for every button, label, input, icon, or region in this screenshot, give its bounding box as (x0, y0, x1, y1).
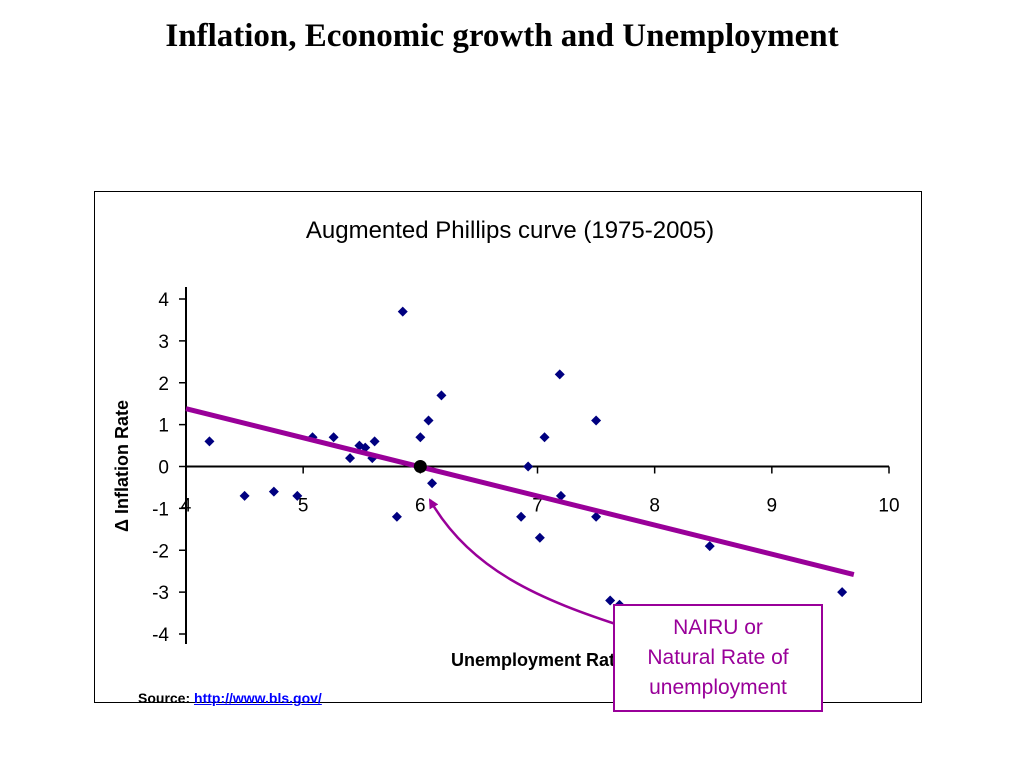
data-point (555, 490, 566, 501)
source-note: Source: http://www.bls.gov/ (138, 690, 322, 706)
data-point (591, 415, 602, 426)
data-point (436, 390, 447, 401)
x-tick-label: 4 (181, 496, 192, 517)
slide-title: Inflation, Economic growth and Unemploym… (165, 18, 839, 54)
data-point (554, 369, 565, 380)
x-tick-label: 6 (415, 496, 426, 517)
x-tick-label: 5 (298, 496, 309, 517)
source-link[interactable]: http://www.bls.gov/ (194, 690, 322, 706)
data-point (423, 415, 434, 426)
callout-line-1: NAIRU or (673, 616, 763, 639)
x-tick-label: 10 (878, 496, 899, 517)
data-point (328, 432, 339, 443)
trend-line (185, 406, 855, 577)
nairu-point (413, 460, 427, 473)
y-tick-label: -2 (152, 541, 169, 562)
data-point (268, 486, 279, 497)
data-point (605, 595, 616, 606)
y-tick-label: 2 (158, 374, 169, 395)
nairu-arrow (428, 498, 629, 630)
data-point (239, 490, 250, 501)
data-point (391, 511, 402, 522)
y-tick-label: 4 (158, 290, 169, 311)
chart-title: Augmented Phillips curve (1975-2005) (306, 217, 714, 244)
callout-line-2: Natural Rate of (647, 646, 789, 669)
data-point (591, 511, 602, 522)
data-point (516, 511, 527, 522)
source-label: Source: (138, 690, 191, 706)
y-tick-label: 3 (158, 332, 169, 353)
y-tick-label: 0 (158, 458, 169, 479)
y-axis-label: Δ Inflation Rate (112, 400, 132, 532)
x-tick-label: 7 (532, 496, 543, 517)
y-tick-label: -1 (152, 499, 169, 520)
data-point (292, 490, 303, 501)
x-tick-label: 8 (649, 496, 660, 517)
y-tick-label: -4 (152, 625, 169, 646)
x-tick-label: 9 (767, 496, 778, 517)
data-point (345, 453, 356, 464)
data-point (523, 461, 534, 472)
data-point (534, 532, 545, 543)
y-tick-label: -3 (152, 583, 169, 604)
data-point (837, 587, 848, 598)
x-axis-label: Unemployment Rate (451, 650, 625, 670)
data-point (704, 541, 715, 552)
data-point (415, 432, 426, 443)
nairu-callout: NAIRU or Natural Rate of unemployment (613, 604, 823, 712)
chart-frame (94, 191, 922, 703)
y-tick-label: 1 (158, 416, 169, 437)
data-point (397, 306, 408, 317)
data-point (204, 436, 215, 447)
data-point (369, 436, 380, 447)
callout-line-3: unemployment (649, 676, 787, 699)
data-point (539, 432, 550, 443)
data-point (427, 478, 438, 489)
